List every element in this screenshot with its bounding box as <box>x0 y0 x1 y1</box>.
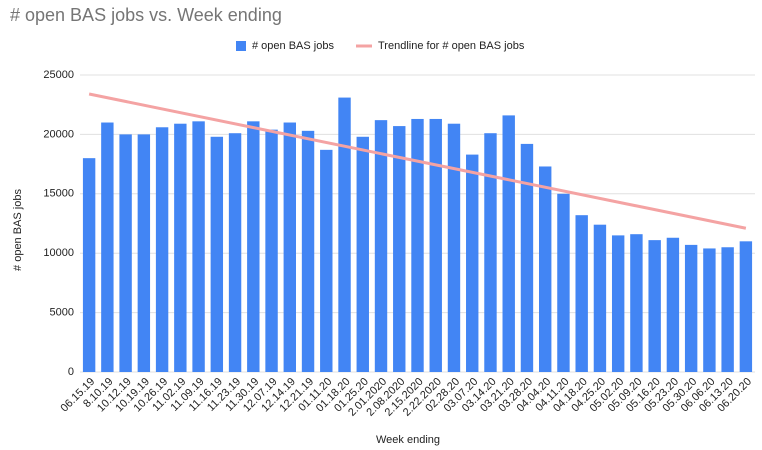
bar <box>466 154 479 372</box>
legend-label: # open BAS jobs <box>252 40 334 52</box>
chart-title: # open BAS jobs vs. Week ending <box>10 5 282 25</box>
bar <box>374 120 388 372</box>
bar <box>174 123 187 372</box>
bar <box>484 133 497 372</box>
bar <box>283 122 296 373</box>
bar <box>703 248 716 372</box>
bar <box>119 134 132 372</box>
bar <box>192 121 205 372</box>
y-tick-label: 20000 <box>43 128 74 140</box>
bar <box>684 244 698 372</box>
bar <box>630 234 643 372</box>
bar <box>137 134 151 372</box>
bar <box>393 126 406 372</box>
bar <box>320 149 333 372</box>
bar <box>648 240 661 372</box>
y-tick-label: 15000 <box>43 188 74 200</box>
bar <box>338 97 351 373</box>
bar <box>356 136 369 372</box>
bar <box>557 193 570 372</box>
bar <box>101 122 114 373</box>
bar <box>228 133 242 372</box>
bar <box>247 121 260 372</box>
bar <box>721 247 734 372</box>
y-tick-label: 0 <box>68 366 74 378</box>
legend-swatch <box>236 41 246 51</box>
legend-label: Trendline for # open BAS jobs <box>378 40 525 52</box>
bar <box>82 158 96 372</box>
y-tick-label: 10000 <box>43 247 74 259</box>
y-axis-title: # open BAS jobs <box>12 189 24 271</box>
bar <box>411 118 424 373</box>
bar <box>539 166 552 372</box>
bar <box>447 123 461 372</box>
bar <box>593 224 607 372</box>
trendline <box>88 92 747 230</box>
bar <box>575 215 588 372</box>
bar <box>301 130 315 372</box>
y-tick-label: 25000 <box>43 69 74 81</box>
bar <box>502 115 515 372</box>
bar <box>739 241 753 372</box>
bar <box>429 118 442 373</box>
x-axis-title: Week ending <box>376 434 440 446</box>
bar <box>210 136 224 372</box>
y-tick-label: 5000 <box>50 307 74 319</box>
bar <box>666 237 680 372</box>
bar <box>155 127 169 372</box>
bar <box>265 129 278 372</box>
bar <box>611 235 625 372</box>
bar <box>520 143 534 372</box>
